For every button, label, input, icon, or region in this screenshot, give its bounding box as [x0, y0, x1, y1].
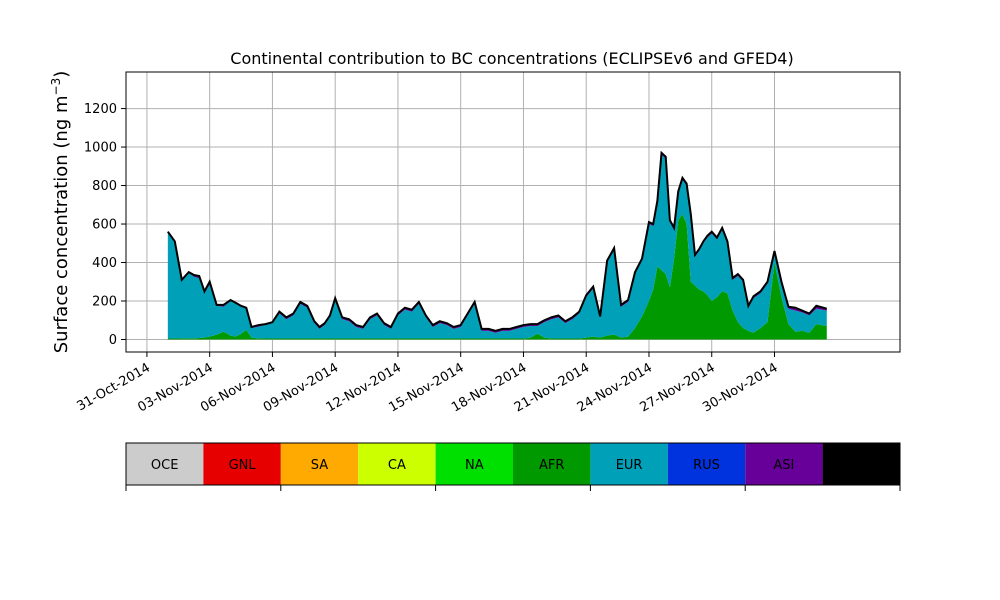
- y-tick-label: 800: [92, 179, 117, 194]
- legend-label-sa: SA: [311, 458, 328, 473]
- y-tick-label: 400: [92, 256, 117, 271]
- legend-swatch-aus: [822, 443, 900, 485]
- total-line: [167, 150, 828, 332]
- y-tick-label: 0: [109, 333, 117, 348]
- y-axis-label-text: Surface concentration (ng m: [51, 95, 72, 353]
- y-axis-label: Surface concentration (ng m−3): [49, 71, 72, 354]
- y-tick-label: 600: [92, 218, 117, 233]
- legend-swatch-na: [435, 443, 513, 485]
- legend-label-ca: CA: [388, 458, 406, 473]
- legend-swatch-eur: [590, 443, 668, 485]
- y-axis-label-close: ): [51, 71, 72, 78]
- legend-swatch-ca: [358, 443, 436, 485]
- area-afr: [167, 214, 827, 340]
- legend-colorbar: OCE GNL SA CA NA AFR EUR RUS ASI AUS: [125, 442, 901, 491]
- plot-frame: [125, 71, 901, 353]
- legend-label-aus: AUS: [848, 458, 875, 473]
- legend-label-gnl: GNL: [229, 458, 257, 473]
- legend-swatch-asi: [745, 443, 823, 485]
- stacked-areas: [167, 150, 828, 340]
- legend-swatch-gnl: [203, 443, 281, 485]
- legend-label-na: NA: [465, 458, 484, 473]
- y-tick-label: 200: [92, 295, 117, 310]
- legend-swatch-afr: [513, 443, 591, 485]
- axes: [125, 71, 901, 353]
- legend-frame: [125, 442, 901, 486]
- legend-label-rus: RUS: [693, 458, 720, 473]
- legend-label-afr: AFR: [539, 458, 564, 473]
- legend-swatch-oce: [126, 443, 204, 485]
- y-tick-label: 1200: [84, 102, 117, 117]
- legend-swatch-rus: [667, 443, 746, 485]
- y-tick-label: 1000: [84, 141, 117, 156]
- chart-title: Continental contribution to BC concentra…: [230, 49, 793, 68]
- legend-label-asi: ASI: [773, 458, 794, 473]
- y-axis-label-exponent: −3: [49, 78, 63, 96]
- legend-label-eur: EUR: [616, 458, 643, 473]
- area-eur: [167, 154, 827, 339]
- legend-label-oce: OCE: [151, 458, 179, 473]
- legend-swatch-sa: [280, 443, 359, 485]
